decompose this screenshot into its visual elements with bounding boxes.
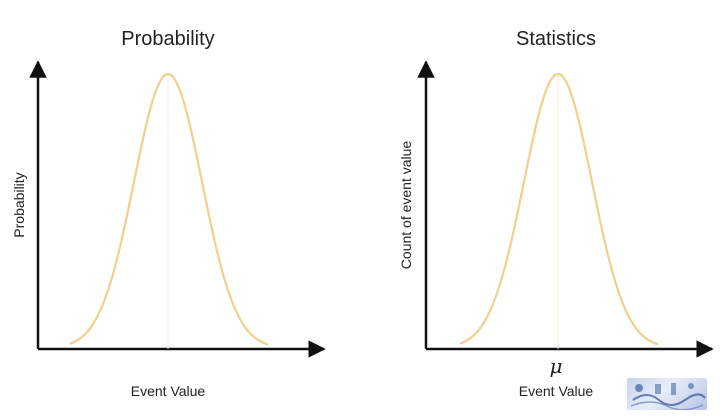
chart-title: Statistics	[516, 28, 596, 50]
chart-title: Probability	[121, 28, 214, 50]
x-axis-label: Event Value	[131, 383, 206, 399]
x-axis-label: Event Value	[519, 383, 594, 399]
chart-statistics: Statistics Count of event value μ Event …	[398, 28, 714, 399]
bell-curve	[69, 72, 269, 346]
y-axis-label: Count of event value	[398, 141, 414, 270]
y-axis-label: Probability	[11, 172, 27, 237]
bell-curve	[459, 72, 659, 346]
logo-watermark-icon	[627, 378, 707, 410]
chart-probability: Probability Probability Event Value	[11, 28, 326, 399]
x-tick-label-mu: μ	[550, 354, 563, 378]
